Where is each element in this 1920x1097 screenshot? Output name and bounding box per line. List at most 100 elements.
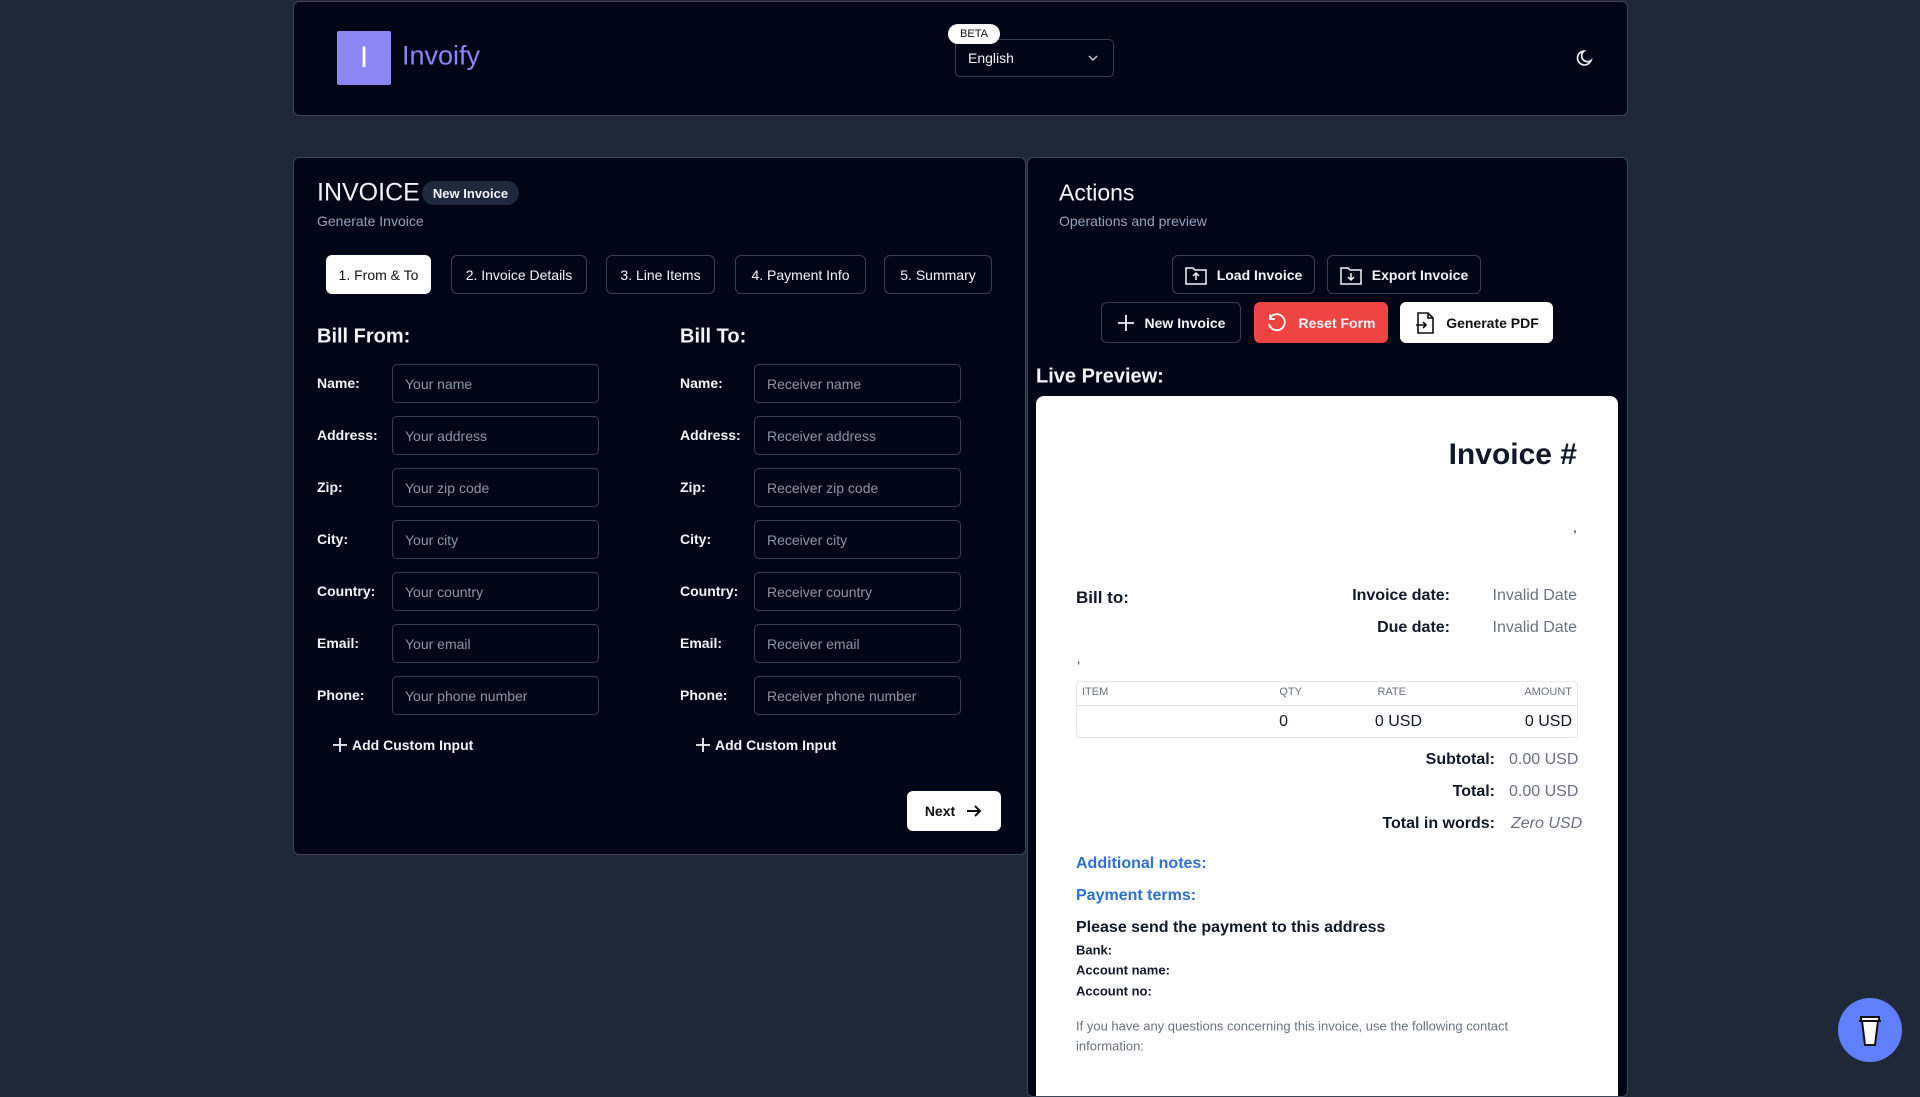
icon [696, 738, 710, 752]
bill-to: Bill to: [1076, 588, 1129, 607]
total: 0.00 USD [1509, 783, 1579, 800]
questions: information: [1076, 1038, 1144, 1054]
notes: Additional notes: [1076, 855, 1207, 872]
text-input[interactable]: Receiver phone number [754, 676, 961, 715]
step-tab[interactable]: 1. From & To [326, 255, 431, 294]
label: Export Invoice [1371, 266, 1469, 283]
text-input[interactable]: Receiver address [754, 416, 961, 455]
field-label: Email: [680, 635, 723, 651]
table-divider [1077, 705, 1577, 706]
label: Generate PDF [1446, 314, 1539, 331]
language-select[interactable] [955, 39, 1114, 77]
text-input[interactable]: Receiver city [754, 520, 961, 559]
text-input[interactable]: Receiver name [754, 364, 961, 403]
invoice-preview [1036, 396, 1618, 1096]
icon [1184, 266, 1207, 285]
text-input[interactable]: Your address [392, 416, 599, 455]
field-label: Zip: [680, 479, 706, 495]
language: English [968, 50, 1014, 66]
actions-subtitle: Operations and preview [1059, 213, 1207, 229]
total-label: Total: [1452, 783, 1495, 800]
items-table [1076, 681, 1578, 738]
sender-line: , [1573, 519, 1577, 535]
receiver-line: , [1077, 652, 1081, 666]
icon [1416, 311, 1435, 334]
app-name[interactable]: Invoify [402, 40, 481, 71]
field-label: City: [317, 531, 349, 547]
field-label: Name: [317, 375, 360, 391]
text-input[interactable]: Your phone number [392, 676, 599, 715]
account-no: Account no: [1076, 983, 1152, 999]
subtitle: Generate Invoice [317, 213, 424, 229]
label: Reset Form [1298, 314, 1376, 331]
text-input[interactable]: Your zip code [392, 468, 599, 507]
icon [1268, 312, 1287, 331]
qty: 0 [1279, 713, 1288, 730]
reset-button[interactable]: Reset Form [1254, 302, 1388, 343]
text-input[interactable]: Receiver country [754, 572, 961, 611]
field-label: Zip: [317, 479, 343, 495]
text-input[interactable]: Your country [392, 572, 599, 611]
invoice-title: Invoice # [1448, 438, 1577, 471]
label: New Invoice [1144, 314, 1226, 331]
field-label: Address: [680, 427, 741, 443]
label: Next [924, 803, 956, 819]
subtotal: 0.00 USD [1509, 751, 1579, 768]
next-button[interactable]: Next [907, 791, 1001, 831]
total-words: Zero USD [1511, 815, 1583, 832]
terms: Payment terms: [1076, 887, 1197, 904]
step-tab[interactable]: 3. Line Items [606, 255, 715, 294]
text-input[interactable]: Receiver zip code [754, 468, 961, 507]
invoice-date-label: Invoice date: [1352, 587, 1450, 604]
generate-pdf-button[interactable]: Generate PDF [1400, 302, 1553, 343]
subtotal-label: Subtotal: [1425, 751, 1495, 768]
field-label: Name: [680, 375, 723, 391]
icon [967, 805, 982, 817]
form-title: INVOICE [317, 178, 420, 207]
coffee-button[interactable] [1838, 998, 1902, 1062]
table-header: QTY [1279, 686, 1302, 698]
text-input[interactable]: Receiver email [754, 624, 961, 663]
due-date-label: Due date: [1377, 619, 1450, 636]
questions: If you have any questions concerning thi… [1076, 1018, 1509, 1034]
words-label: Total in words: [1382, 815, 1495, 832]
beta-badge: BETA [948, 24, 1000, 44]
field-label: Address: [317, 427, 378, 443]
field-label: Country: [317, 583, 376, 599]
add-custom-button[interactable]: Add Custom Input [332, 735, 473, 755]
label: Load Invoice [1216, 266, 1303, 283]
text-input[interactable]: Your email [392, 624, 599, 663]
table-header: RATE [1377, 686, 1406, 698]
field-label: City: [680, 531, 712, 547]
field-label: Phone: [317, 687, 365, 703]
load-button[interactable]: Load Invoice [1172, 255, 1315, 294]
step-tab[interactable]: 4. Payment Info [735, 255, 866, 294]
add-custom-button[interactable]: Add Custom Input [695, 735, 836, 755]
step-tab[interactable]: 5. Summary [884, 255, 992, 294]
text-input[interactable]: Your name [392, 364, 599, 403]
send-text: Please send the payment to this address [1076, 919, 1386, 936]
account-name: Account name: [1076, 962, 1170, 978]
section-heading: Bill To: [680, 325, 747, 348]
text-input[interactable]: Your city [392, 520, 599, 559]
theme-toggle[interactable] [1576, 48, 1596, 68]
field-label: Country: [680, 583, 739, 599]
table-header: ITEM [1082, 686, 1109, 698]
bank: Bank: [1076, 942, 1113, 958]
logo[interactable]: I [337, 31, 391, 85]
icon [1117, 314, 1134, 331]
rate: 0 USD [1374, 713, 1422, 730]
icon [333, 738, 347, 752]
actions-title: Actions [1059, 179, 1135, 206]
field-label: Phone: [680, 687, 728, 703]
new-invoice-button[interactable]: New Invoice [1101, 302, 1241, 343]
label: Add Custom Input [715, 737, 837, 753]
step-tab[interactable]: 2. Invoice Details [451, 255, 587, 294]
export-button[interactable]: Export Invoice [1327, 255, 1481, 294]
table-header: AMOUNT [1524, 686, 1572, 698]
section-heading: Bill From: [317, 325, 411, 348]
due-date: Invalid Date [1492, 619, 1578, 636]
chevron [1088, 55, 1098, 61]
preview-heading: Live Preview: [1036, 365, 1164, 388]
